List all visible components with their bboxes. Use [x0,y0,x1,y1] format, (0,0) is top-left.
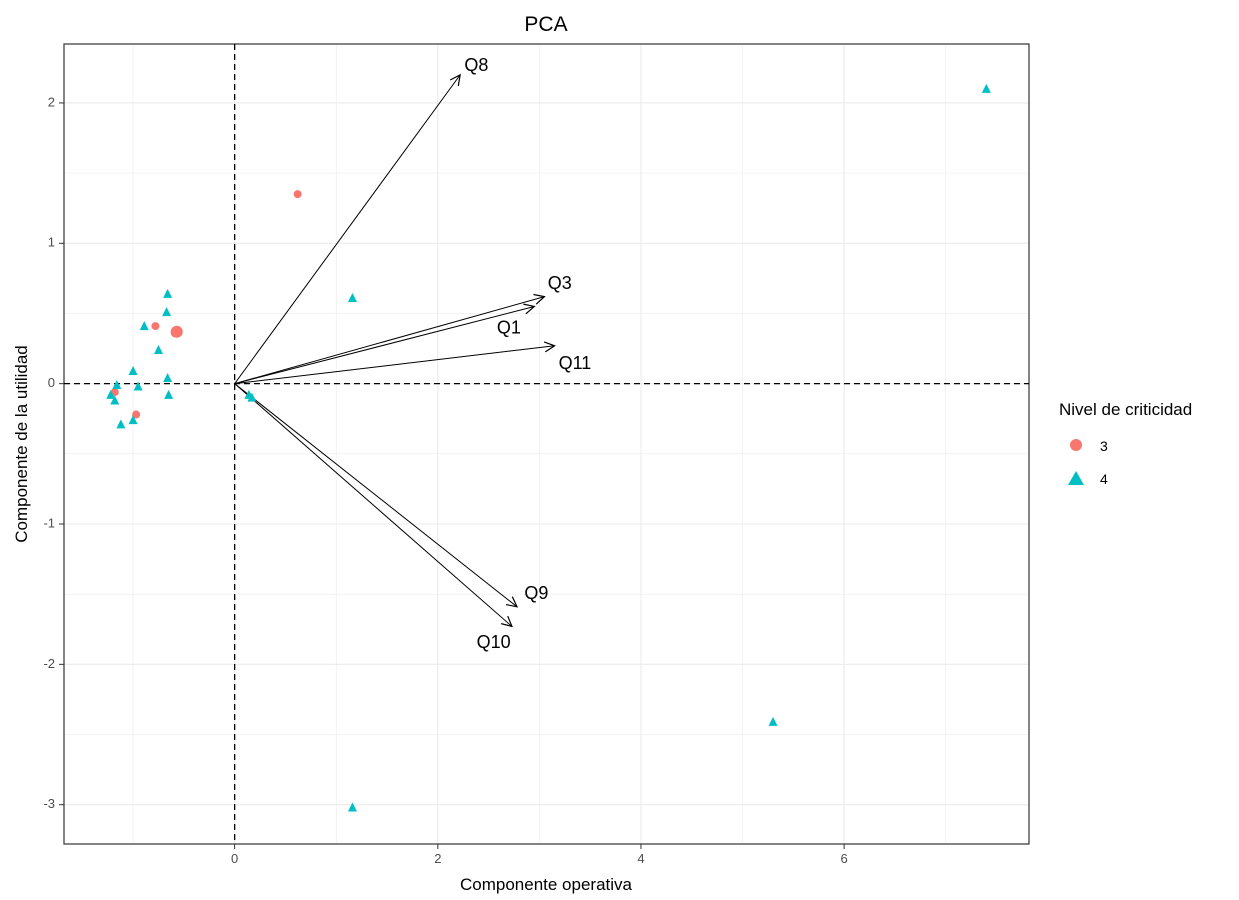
panel-border [63,43,1030,845]
arrow-label-q8: Q8 [464,55,488,75]
arrow-q9 [234,383,517,607]
legend-label-4: 4 [1100,471,1108,487]
arrow-label-q11: Q11 [559,353,592,373]
point-nivel-4 [247,392,257,402]
point-nivel-4 [164,389,174,399]
arrow-label-q10: Q10 [477,632,511,652]
point-nivel-4 [110,395,120,405]
x-tick-label: 0 [231,851,238,866]
arrow-label-q9: Q9 [524,583,548,603]
point-nivel-3 [170,329,179,338]
y-tick-label: -2 [43,656,55,671]
point-nivel-4 [347,802,357,812]
point-nivel-3 [132,410,141,419]
legend-title: Nivel de criticidad [1059,400,1192,419]
y-tick-label: -1 [43,515,55,530]
point-nivel-4 [162,307,172,317]
arrow-q1 [234,306,535,385]
arrow-label-q1: Q1 [497,318,521,338]
point-nivel-4 [106,389,116,399]
point-nivel-4 [347,293,357,303]
point-nivel-4 [768,716,778,726]
x-axis-label: Componente operativa [460,875,633,894]
y-tick-label: 0 [48,375,55,390]
y-tick-label: -3 [43,796,55,811]
y-tick-label: 2 [48,94,55,109]
point-nivel-4 [139,321,149,331]
arrow-labels: Q8 Q3 Q1 Q11 Q9 Q10 [464,55,591,652]
point-nivel-4 [133,381,143,391]
chart-title: PCA [524,13,567,36]
arrow-q8 [234,75,461,384]
legend-key-3 [1070,439,1082,451]
arrow-q11 [234,346,555,385]
point-nivel-3 [293,190,302,199]
legend: Nivel de criticidad 3 4 [1059,400,1192,487]
point-nivel-3 [151,322,160,331]
legend-key-4 [1068,471,1084,485]
data-points [106,83,991,812]
point-nivel-4 [128,415,138,425]
point-nivel-4 [163,288,173,298]
arrow-label-q3: Q3 [548,273,572,293]
axis-ticks: 0 2 4 6 -3 -2 -1 0 1 2 [43,94,847,866]
legend-label-3: 3 [1100,438,1108,454]
arrow-q3 [234,297,545,385]
y-axis-label: Componente de la utilidad [12,345,31,543]
grid [64,44,1029,844]
point-nivel-4 [163,373,173,383]
point-nivel-4 [981,83,991,93]
point-nivel-4 [116,419,126,429]
x-tick-label: 6 [841,851,848,866]
arrow-q10 [234,383,512,627]
x-tick-label: 4 [637,851,644,866]
y-tick-label: 1 [48,235,55,250]
point-nivel-4 [128,366,138,376]
point-nivel-4 [153,344,163,354]
point-nivel-4 [112,380,122,390]
x-tick-label: 2 [434,851,441,866]
reference-lines [64,44,1029,844]
loading-arrows [234,75,555,627]
